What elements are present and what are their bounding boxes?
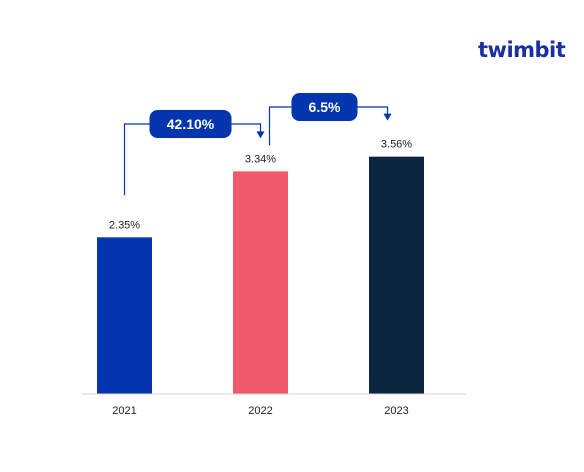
bar-2022 [233,171,288,394]
bar-2021 [97,237,152,394]
data-label-2023: 3.56% [381,139,412,151]
arrow-head-icon [256,131,265,139]
data-label-2022: 3.34% [245,153,276,165]
growth-pill-2021-2022 [149,110,232,138]
bar-2023 [369,156,424,394]
logo-text: twimbit [478,38,566,62]
growth-pill-2022-2023 [291,93,358,121]
data-label-2021: 2.35% [109,219,140,231]
growth-label-2022-2023: 6.5% [309,99,341,115]
x-tick-2023: 2023 [384,405,408,417]
x-tick-2021: 2021 [112,405,136,417]
x-tick-2022: 2022 [248,405,272,417]
arrow-head-icon [383,113,392,121]
twimbit-logo: twimbit [478,38,566,62]
growth-label-2021-2022: 42.10% [167,116,215,132]
